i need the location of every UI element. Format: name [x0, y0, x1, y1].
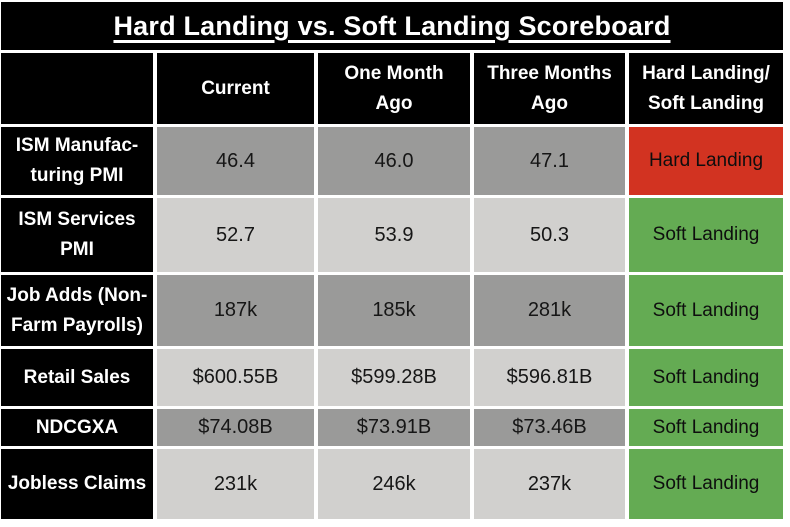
row-label-retail-sales: Retail Sales [1, 349, 153, 406]
value-cell: 52.7 [157, 198, 314, 272]
col-header-three-months-ago: Three Months Ago [474, 53, 625, 124]
row-label-ism-services-pmi: ISM Services PMI [1, 198, 153, 272]
scoreboard-table: Hard Landing vs. Soft Landing Scoreboard… [1, 2, 783, 519]
verdict-badge-soft-landing: Soft Landing [629, 275, 783, 346]
value-cell: 53.9 [318, 198, 470, 272]
value-cell: $73.46B [474, 409, 625, 446]
verdict-badge-soft-landing: Soft Landing [629, 409, 783, 446]
value-cell: 50.3 [474, 198, 625, 272]
value-cell: $599.28B [318, 349, 470, 406]
verdict-badge-soft-landing: Soft Landing [629, 349, 783, 406]
value-cell: 246k [318, 449, 470, 519]
value-cell: 281k [474, 275, 625, 346]
value-cell: 46.0 [318, 127, 470, 195]
title-bar: Hard Landing vs. Soft Landing Scoreboard [1, 2, 783, 50]
page-title: Hard Landing vs. Soft Landing Scoreboard [113, 10, 671, 41]
value-cell: 46.4 [157, 127, 314, 195]
value-cell: $73.91B [318, 409, 470, 446]
value-cell: 185k [318, 275, 470, 346]
value-cell: $74.08B [157, 409, 314, 446]
row-label-ism-manufacturing-pmi: ISM Manufac- turing PMI [1, 127, 153, 195]
value-cell: 187k [157, 275, 314, 346]
row-label-job-adds: Job Adds (Non- Farm Payrolls) [1, 275, 153, 346]
corner-cell [1, 53, 153, 124]
value-cell: 47.1 [474, 127, 625, 195]
row-label-jobless-claims: Jobless Claims [1, 449, 153, 519]
col-header-verdict: Hard Landing/ Soft Landing [629, 53, 783, 124]
value-cell: 237k [474, 449, 625, 519]
value-cell: $600.55B [157, 349, 314, 406]
col-header-one-month-ago: One Month Ago [318, 53, 470, 124]
row-label-ndcgxa: NDCGXA [1, 409, 153, 446]
verdict-badge-soft-landing: Soft Landing [629, 449, 783, 519]
verdict-badge-hard-landing: Hard Landing [629, 127, 783, 195]
verdict-badge-soft-landing: Soft Landing [629, 198, 783, 272]
value-cell: 231k [157, 449, 314, 519]
value-cell: $596.81B [474, 349, 625, 406]
col-header-current: Current [157, 53, 314, 124]
